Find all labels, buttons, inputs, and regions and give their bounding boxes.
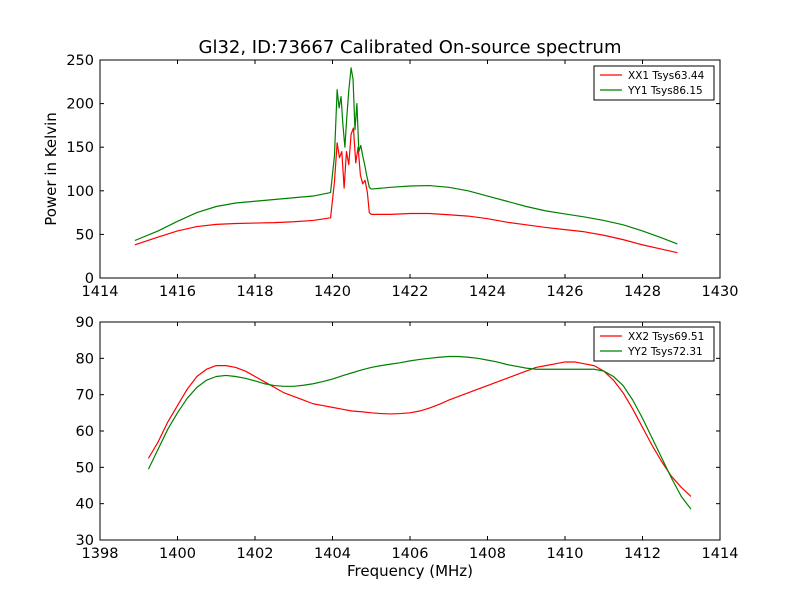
- y-tick-label: 0: [85, 271, 94, 287]
- legend: XX1 Tsys63.44 YY1 Tsys86.15: [593, 65, 715, 101]
- y-tick-label: 90: [76, 315, 94, 331]
- series-line-bottom-1: [147, 355, 692, 510]
- x-tick-label: 1418: [237, 284, 274, 300]
- x-tick-label: 1424: [469, 284, 506, 300]
- x-tick-label: 1414: [702, 546, 739, 562]
- x-tick-label: 1430: [702, 284, 739, 300]
- x-tick-label: 1400: [159, 546, 196, 562]
- y-tick-label: 50: [76, 460, 94, 476]
- y-tick-label: 50: [76, 227, 94, 243]
- y-tick-label: 30: [76, 533, 94, 549]
- y-axis-label: Power in Kelvin: [42, 112, 60, 226]
- x-tick-label: 1408: [469, 546, 506, 562]
- top-panel: 1414 1416 1418 1420 1422 1424 1426 1428 1430 0 50 1…: [42, 53, 738, 300]
- y-tick-label: 200: [66, 97, 94, 113]
- y-tick-label: 150: [66, 140, 94, 156]
- x-tick-label: 1402: [237, 546, 274, 562]
- x-axis-label: Frequency (MHz): [347, 562, 473, 580]
- y-tick-label: 60: [76, 424, 94, 440]
- legend-label: XX1 Tsys63.44: [628, 70, 705, 82]
- y-tick-label: 40: [76, 497, 94, 513]
- x-tick-label: 1420: [314, 284, 351, 300]
- x-tick-label: 1406: [392, 546, 429, 562]
- x-tick-label: 1412: [624, 546, 661, 562]
- y-tick-label: 80: [76, 351, 94, 367]
- legend-label: XX2 Tsys69.51: [628, 331, 704, 343]
- series-line-top-0: [134, 127, 678, 254]
- series-line-bottom-0: [147, 361, 692, 497]
- x-tick-label: 1426: [547, 284, 584, 300]
- x-tick-label: 1404: [314, 546, 351, 562]
- legend-label: YY2 Tsys72.31: [627, 346, 703, 358]
- x-tick-label: 1428: [624, 284, 661, 300]
- x-tick-label: 1416: [159, 284, 196, 300]
- y-tick-label: 250: [66, 53, 94, 69]
- x-tick-label: 1398: [82, 546, 119, 562]
- x-tick-label: 1410: [547, 546, 584, 562]
- y-tick-label: 100: [66, 184, 94, 200]
- y-tick-label: 70: [76, 388, 94, 404]
- series-line-top-1: [134, 67, 678, 245]
- bottom-panel: 1398 1400 1402 1404 1406 1408 1410 1412 1414 30 40…: [76, 315, 739, 580]
- x-tick-label: 1414: [82, 284, 119, 300]
- legend: XX2 Tsys69.51 YY2 Tsys72.31: [593, 326, 715, 362]
- legend-label: YY1 Tsys86.15: [627, 85, 703, 97]
- legend-box: [593, 65, 715, 101]
- chart-title: Gl32, ID:73667 Calibrated On-source spec…: [199, 37, 622, 58]
- x-tick-label: 1422: [392, 284, 429, 300]
- legend-box: [593, 326, 715, 362]
